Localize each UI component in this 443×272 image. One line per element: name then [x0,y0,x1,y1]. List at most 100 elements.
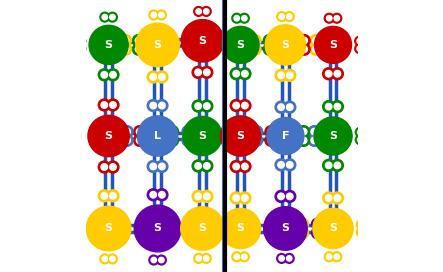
Circle shape [324,252,334,262]
Circle shape [184,40,196,52]
Circle shape [250,221,256,227]
Text: S: S [237,40,245,50]
Circle shape [311,218,323,230]
Circle shape [239,160,251,172]
Circle shape [358,129,363,135]
Circle shape [165,33,177,45]
Circle shape [169,137,176,144]
Circle shape [241,163,248,170]
Circle shape [121,134,133,146]
Circle shape [227,32,237,42]
Circle shape [265,126,277,138]
Circle shape [192,160,204,172]
Circle shape [110,193,116,199]
Circle shape [185,218,197,230]
Circle shape [192,66,204,78]
Circle shape [207,127,217,137]
Circle shape [210,222,215,227]
Circle shape [182,126,194,138]
Circle shape [110,72,116,78]
Circle shape [287,193,293,200]
Circle shape [331,68,343,80]
Circle shape [251,126,263,138]
Circle shape [298,35,310,47]
Circle shape [296,227,308,239]
Circle shape [124,137,130,144]
Circle shape [76,44,86,54]
Circle shape [118,227,130,239]
Circle shape [165,42,177,54]
Circle shape [300,137,307,144]
Circle shape [135,227,147,239]
Text: S: S [237,131,245,141]
Circle shape [334,16,339,21]
Circle shape [241,254,247,259]
Circle shape [100,12,110,22]
Circle shape [331,159,343,171]
Circle shape [188,230,194,236]
Text: S: S [198,36,206,46]
Circle shape [314,230,321,236]
Circle shape [88,115,129,157]
Circle shape [278,104,284,110]
Circle shape [358,222,364,227]
Circle shape [357,46,362,51]
Text: S: S [198,131,206,141]
Circle shape [207,220,217,230]
Circle shape [252,37,258,44]
Circle shape [195,163,202,169]
Circle shape [207,135,217,145]
Circle shape [265,218,277,230]
Circle shape [275,69,287,81]
Circle shape [287,162,293,168]
Circle shape [164,227,176,239]
Circle shape [98,161,110,173]
Circle shape [287,256,292,261]
Circle shape [195,193,202,200]
Circle shape [247,218,259,230]
Circle shape [284,254,294,263]
Circle shape [137,116,178,156]
Circle shape [192,190,204,202]
Circle shape [201,66,213,78]
Circle shape [250,230,256,236]
Circle shape [203,163,210,169]
Circle shape [209,36,219,46]
Text: S: S [198,224,206,233]
Circle shape [249,35,261,47]
Circle shape [147,189,159,201]
Circle shape [120,221,127,227]
Circle shape [86,206,131,251]
Circle shape [278,193,284,200]
Circle shape [253,137,260,144]
Circle shape [210,129,215,135]
Circle shape [110,102,116,108]
Circle shape [298,134,310,146]
Circle shape [287,14,292,19]
Circle shape [151,12,156,18]
Circle shape [75,135,85,145]
Circle shape [108,254,117,264]
Text: S: S [105,131,113,141]
Circle shape [234,254,240,259]
Circle shape [323,68,334,80]
Circle shape [138,221,144,227]
Circle shape [334,103,341,110]
Circle shape [228,137,233,143]
Circle shape [228,227,237,237]
Circle shape [203,256,209,261]
Circle shape [355,36,365,46]
Circle shape [100,254,110,264]
Circle shape [268,128,274,135]
Circle shape [120,230,127,236]
Circle shape [355,127,365,137]
Circle shape [278,72,284,79]
Circle shape [241,102,248,109]
Circle shape [284,12,294,21]
Circle shape [107,190,119,202]
Circle shape [298,126,310,138]
Circle shape [252,46,258,52]
Text: S: S [281,224,289,233]
Circle shape [194,254,203,263]
Circle shape [268,230,274,236]
